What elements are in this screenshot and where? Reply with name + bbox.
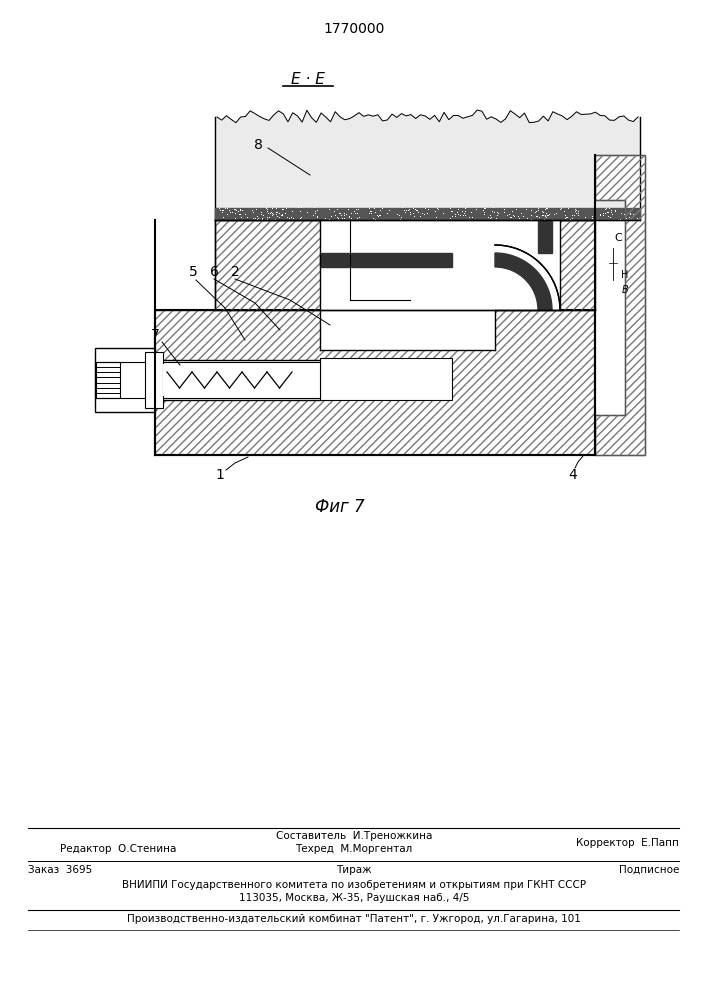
- Text: 1: 1: [216, 468, 224, 482]
- Bar: [96, 362, 120, 398]
- Polygon shape: [320, 253, 452, 267]
- Text: Редактор  О.Стенина: Редактор О.Стенина: [60, 844, 176, 854]
- Bar: [95, 348, 155, 412]
- Bar: [155, 310, 595, 455]
- Text: H: H: [621, 270, 629, 280]
- Polygon shape: [320, 220, 560, 350]
- Text: Составитель  И.Треножкина: Составитель И.Треножкина: [276, 831, 432, 841]
- Text: Корректор  Е.Папп: Корректор Е.Папп: [576, 838, 679, 848]
- Bar: [155, 310, 595, 455]
- Bar: [320, 358, 452, 400]
- Text: 4: 4: [568, 468, 578, 482]
- Text: B: B: [621, 285, 629, 295]
- Bar: [163, 364, 290, 396]
- Polygon shape: [595, 155, 645, 455]
- Text: Подписное: Подписное: [619, 865, 679, 875]
- Text: Техред  М.Моргентал: Техред М.Моргентал: [296, 844, 413, 854]
- Text: Фиг 7: Фиг 7: [315, 498, 365, 516]
- Bar: [145, 352, 163, 408]
- Text: 1770000: 1770000: [323, 22, 385, 36]
- Text: 2: 2: [230, 265, 240, 279]
- Polygon shape: [538, 220, 552, 253]
- Text: 8: 8: [254, 138, 262, 152]
- Polygon shape: [215, 110, 640, 220]
- Text: Производственно-издательский комбинат "Патент", г. Ужгород, ул.Гагарина, 101: Производственно-издательский комбинат "П…: [127, 914, 581, 924]
- Text: 6: 6: [209, 265, 218, 279]
- Text: 5: 5: [189, 265, 197, 279]
- Bar: [155, 360, 320, 400]
- Text: Заказ  3695: Заказ 3695: [28, 865, 92, 875]
- Bar: [95, 362, 320, 398]
- Text: ВНИИПИ Государственного комитета по изобретениям и открытиям при ГКНТ СССР: ВНИИПИ Государственного комитета по изоб…: [122, 880, 586, 890]
- Bar: [215, 220, 595, 310]
- Polygon shape: [495, 245, 560, 310]
- Polygon shape: [495, 253, 552, 310]
- Text: Тираж: Тираж: [337, 865, 372, 875]
- Polygon shape: [215, 208, 640, 220]
- Text: C: C: [614, 233, 622, 243]
- Text: 7: 7: [151, 328, 159, 342]
- Bar: [215, 220, 595, 310]
- Text: E · E: E · E: [291, 72, 325, 87]
- Text: 113035, Москва, Ж-35, Раушская наб., 4/5: 113035, Москва, Ж-35, Раушская наб., 4/5: [239, 893, 469, 903]
